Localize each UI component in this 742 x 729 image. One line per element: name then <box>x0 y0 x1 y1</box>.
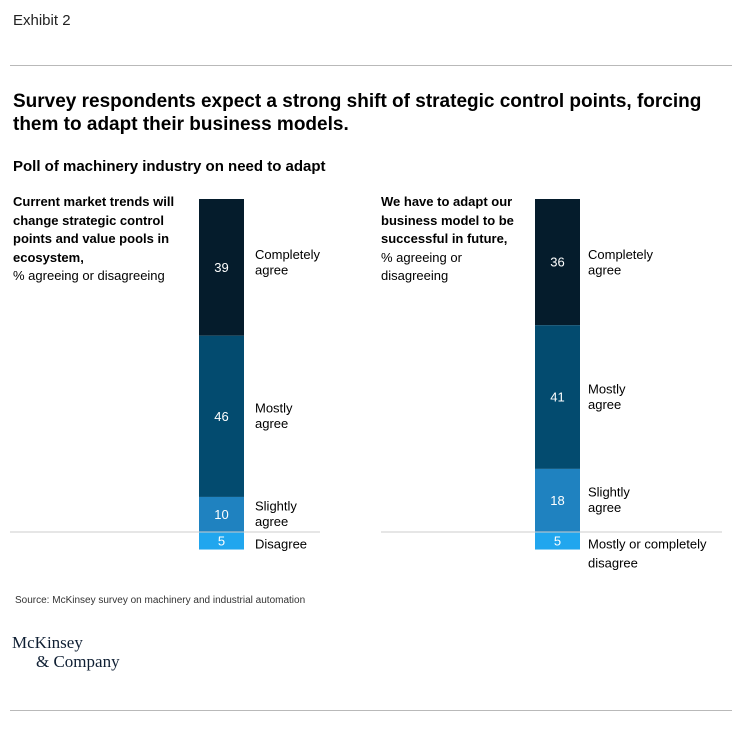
top-divider <box>10 65 732 66</box>
left-bar-value-1: 39 <box>214 260 228 275</box>
right-bar-segment-2 <box>535 325 580 469</box>
left-panel-title-bold: Current market trends will change strate… <box>13 194 175 265</box>
right-bar-value-3: 18 <box>550 493 564 508</box>
logo-line-2: & Company <box>36 652 120 671</box>
left-bar-segment-1 <box>199 199 244 336</box>
left-bar-value-4: 5 <box>218 533 225 548</box>
left-bar-segment-2 <box>199 335 244 497</box>
right-segment-label-4-line-1: Mostly or completely <box>588 537 707 552</box>
mckinsey-logo: McKinsey & Company <box>12 633 120 671</box>
left-panel-title-unit: % agreeing or disagreeing <box>13 268 165 283</box>
bottom-divider <box>10 710 732 711</box>
left-segment-label-4-line-1: Disagree <box>255 537 307 552</box>
right-bar-segment-1 <box>535 199 580 326</box>
logo-line-1: McKinsey <box>12 633 83 652</box>
right-segment-label-3-line-1: Slightly <box>588 485 630 500</box>
left-segment-label-1-line-1: Completely <box>255 247 321 262</box>
right-segment-label-4-line-2: disagree <box>588 556 638 571</box>
left-segment-label-1-line-2: agree <box>255 263 288 278</box>
right-segment-label-2-line-2: agree <box>588 397 621 412</box>
right-panel-title-unit: % agreeing or disagreeing <box>381 249 462 284</box>
left-segment-label-2-line-1: Mostly <box>255 401 293 416</box>
left-bar-value-2: 46 <box>214 409 228 424</box>
left-segment-label-3-line-1: Slightly <box>255 499 297 514</box>
left-bar-value-3: 10 <box>214 507 228 522</box>
right-bar-segment-3 <box>535 468 580 532</box>
chart-headline: Survey respondents expect a strong shift… <box>13 91 702 135</box>
left-segment-label-3-line-2: agree <box>255 514 288 529</box>
right-panel-title: We have to adapt our business model to b… <box>381 193 531 286</box>
chart-subtitle: Poll of machinery industry on need to ad… <box>13 158 326 175</box>
right-bar-value-4: 5 <box>554 533 561 548</box>
left-segment-label-2-line-2: agree <box>255 416 288 431</box>
right-segment-label-3-line-2: agree <box>588 500 621 515</box>
right-bar-value-1: 36 <box>550 255 564 270</box>
right-segment-label-1-line-1: Completely <box>588 247 654 262</box>
left-bar-segment-3 <box>199 496 244 532</box>
right-panel-title-bold: We have to adapt our business model to b… <box>381 194 514 246</box>
right-segment-label-1-line-2: agree <box>588 263 621 278</box>
source-note: Source: McKinsey survey on machinery and… <box>15 595 306 606</box>
right-bar-value-2: 41 <box>550 390 564 405</box>
exhibit-label: Exhibit 2 <box>13 12 71 29</box>
right-bar-segment-4 <box>535 532 580 550</box>
left-bar-segment-4 <box>199 532 244 550</box>
right-segment-label-2-line-1: Mostly <box>588 381 626 396</box>
left-panel-title: Current market trends will change strate… <box>13 193 188 286</box>
